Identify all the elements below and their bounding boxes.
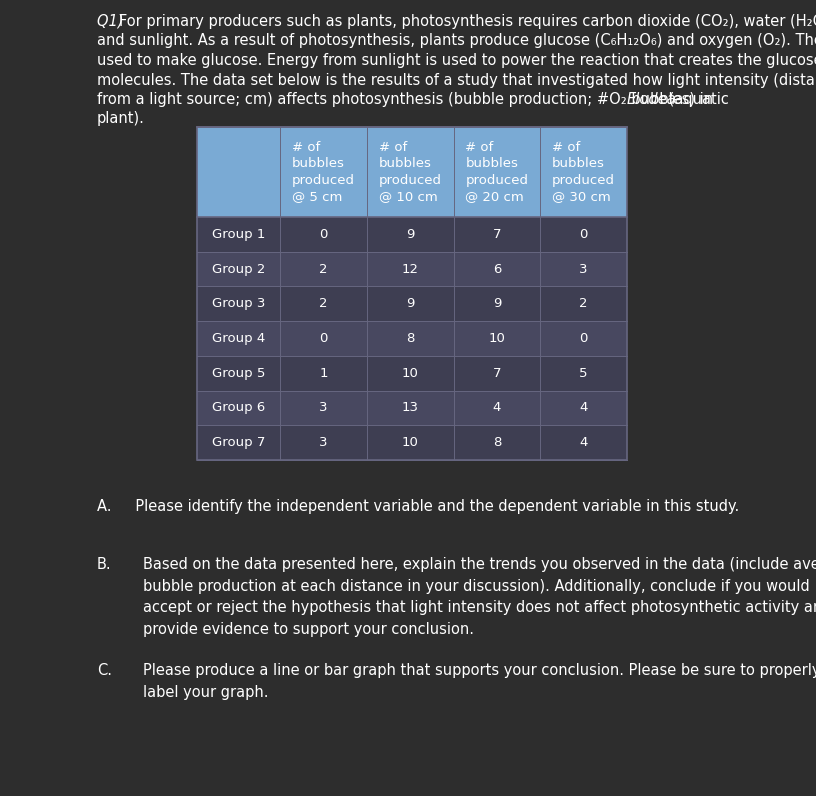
Text: # of
bubbles
produced
@ 5 cm: # of bubbles produced @ 5 cm <box>292 141 355 203</box>
Bar <box>280 321 366 356</box>
Text: 6: 6 <box>493 263 501 275</box>
Text: 3: 3 <box>579 263 588 275</box>
Bar <box>540 127 627 217</box>
Text: used to make glucose. Energy from sunlight is used to power the reaction that cr: used to make glucose. Energy from sunlig… <box>97 53 816 68</box>
Bar <box>366 425 454 460</box>
Text: Group 4: Group 4 <box>212 332 265 345</box>
Bar <box>197 127 627 460</box>
Bar <box>540 321 627 356</box>
Bar <box>540 425 627 460</box>
Text: Group 3: Group 3 <box>212 297 265 310</box>
Text: 8: 8 <box>406 332 415 345</box>
Text: 0: 0 <box>579 228 588 241</box>
Text: 2: 2 <box>319 297 328 310</box>
Text: 0: 0 <box>319 332 327 345</box>
Bar <box>366 217 454 252</box>
Text: 13: 13 <box>401 401 419 415</box>
Text: 4: 4 <box>493 401 501 415</box>
Text: (aquatic: (aquatic <box>664 92 729 107</box>
Text: Please produce a line or bar graph that supports your conclusion. Please be sure: Please produce a line or bar graph that … <box>143 663 816 700</box>
Text: 9: 9 <box>493 297 501 310</box>
Text: For primary producers such as plants, photosynthesis requires carbon dioxide (CO: For primary producers such as plants, ph… <box>119 14 816 29</box>
Text: A.   Please identify the independent variable and the dependent variable in this: A. Please identify the independent varia… <box>97 499 739 514</box>
Text: 1: 1 <box>319 367 328 380</box>
Text: # of
bubbles
produced
@ 20 cm: # of bubbles produced @ 20 cm <box>465 141 529 203</box>
Bar <box>280 356 366 391</box>
Bar <box>454 287 540 321</box>
Bar <box>540 356 627 391</box>
Text: 9: 9 <box>406 228 415 241</box>
Bar <box>454 356 540 391</box>
Bar <box>280 287 366 321</box>
Bar <box>280 391 366 425</box>
Bar <box>280 252 366 287</box>
Text: Elodea: Elodea <box>626 92 676 107</box>
Text: 7: 7 <box>493 228 501 241</box>
Bar <box>366 252 454 287</box>
Text: Based on the data presented here, explain the trends you observed in the data (i: Based on the data presented here, explai… <box>143 557 816 637</box>
Text: Group 5: Group 5 <box>212 367 265 380</box>
Text: C.: C. <box>97 663 112 678</box>
Bar <box>454 217 540 252</box>
Bar <box>280 127 366 217</box>
Bar <box>366 321 454 356</box>
Text: 4: 4 <box>579 436 588 449</box>
Text: Group 2: Group 2 <box>212 263 265 275</box>
Text: molecules. The data set below is the results of a study that investigated how li: molecules. The data set below is the res… <box>97 72 816 88</box>
Bar <box>454 127 540 217</box>
Bar <box>540 287 627 321</box>
Bar <box>197 252 280 287</box>
Text: 10: 10 <box>401 367 419 380</box>
Text: 10: 10 <box>489 332 505 345</box>
Bar <box>197 127 280 217</box>
Text: 3: 3 <box>319 401 328 415</box>
Text: B.: B. <box>97 557 112 572</box>
Text: Group 1: Group 1 <box>212 228 265 241</box>
Bar <box>197 217 280 252</box>
Text: 5: 5 <box>579 367 588 380</box>
Bar <box>280 217 366 252</box>
Text: 0: 0 <box>579 332 588 345</box>
Text: 0: 0 <box>319 228 327 241</box>
Bar <box>540 252 627 287</box>
Bar <box>454 252 540 287</box>
Text: 4: 4 <box>579 401 588 415</box>
Text: 10: 10 <box>401 436 419 449</box>
Text: 12: 12 <box>401 263 419 275</box>
Bar <box>197 356 280 391</box>
Text: Group 7: Group 7 <box>212 436 265 449</box>
Bar <box>366 127 454 217</box>
Bar <box>366 356 454 391</box>
Text: and sunlight. As a result of photosynthesis, plants produce glucose (C₆H₁₂O₆) an: and sunlight. As a result of photosynthe… <box>97 33 816 49</box>
Bar <box>197 391 280 425</box>
Bar <box>280 425 366 460</box>
Text: # of
bubbles
produced
@ 10 cm: # of bubbles produced @ 10 cm <box>379 141 441 203</box>
Bar <box>366 391 454 425</box>
Bar <box>454 321 540 356</box>
Text: Q1): Q1) <box>97 14 128 29</box>
Text: from a light source; cm) affects photosynthesis (bubble production; #O₂ bubbles): from a light source; cm) affects photosy… <box>97 92 718 107</box>
Text: 2: 2 <box>319 263 328 275</box>
Bar <box>197 287 280 321</box>
Text: # of
bubbles
produced
@ 30 cm: # of bubbles produced @ 30 cm <box>552 141 615 203</box>
Text: 3: 3 <box>319 436 328 449</box>
Text: Group 6: Group 6 <box>212 401 265 415</box>
Text: 9: 9 <box>406 297 415 310</box>
Bar <box>454 425 540 460</box>
Bar <box>454 391 540 425</box>
Bar <box>540 217 627 252</box>
Bar <box>197 321 280 356</box>
Text: plant).: plant). <box>97 111 145 127</box>
Text: 2: 2 <box>579 297 588 310</box>
Bar <box>197 425 280 460</box>
Text: 8: 8 <box>493 436 501 449</box>
Bar <box>366 287 454 321</box>
Bar <box>540 391 627 425</box>
Text: 7: 7 <box>493 367 501 380</box>
